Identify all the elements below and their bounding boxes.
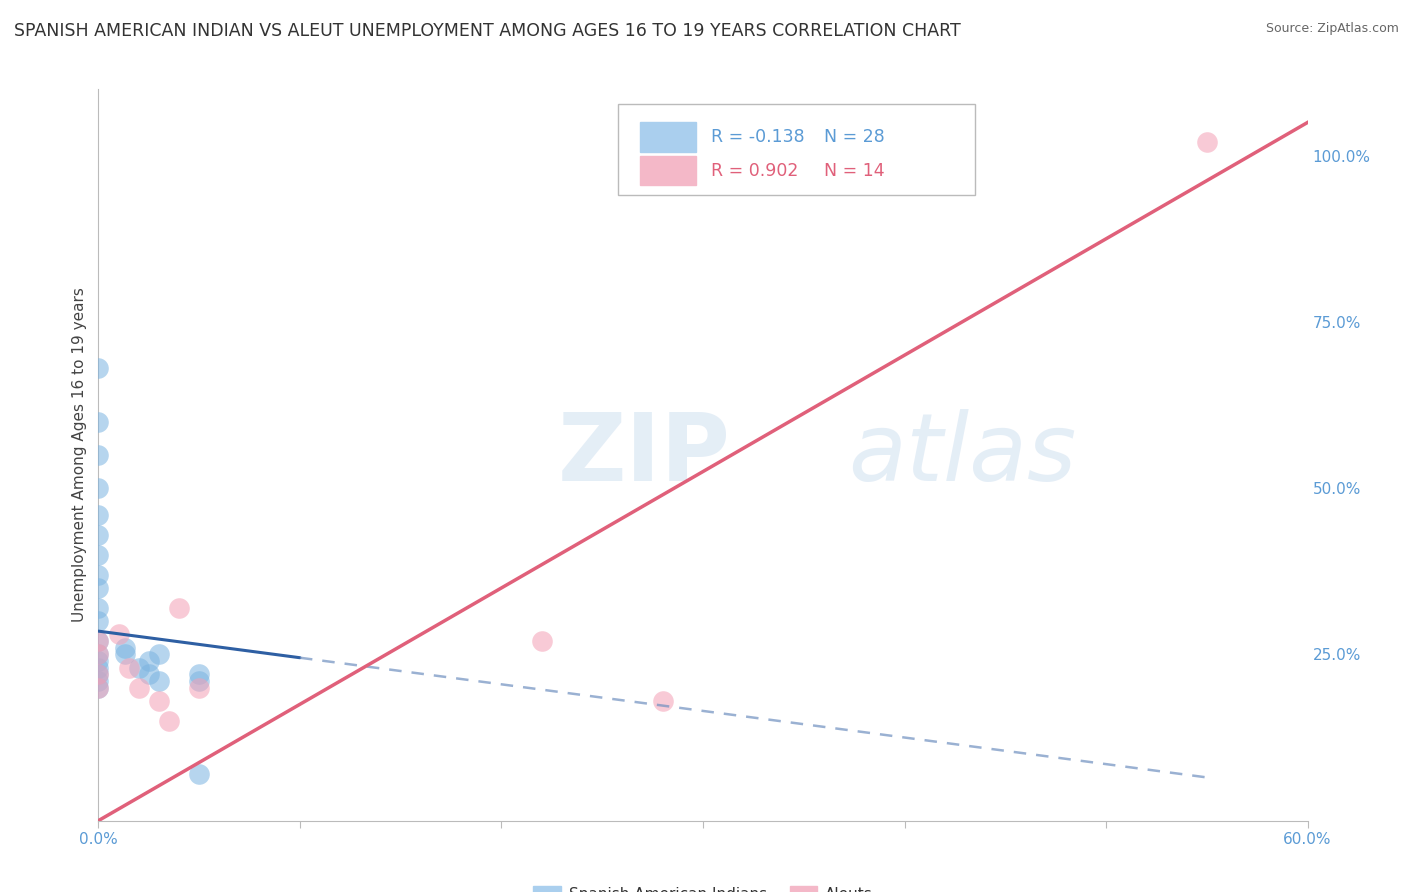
Point (87, 548, 110, 562)
Text: Source: ZipAtlas.com: Source: ZipAtlas.com (1265, 22, 1399, 36)
Point (148, 694, 170, 708)
FancyBboxPatch shape (640, 122, 696, 152)
Point (167, 600, 190, 615)
Point (118, 661, 141, 675)
Point (87, 567, 110, 582)
Text: R = 0.902: R = 0.902 (711, 161, 799, 179)
Point (87, 681, 110, 695)
Point (87, 661, 110, 675)
Point (87, 667, 110, 681)
Point (87, 654, 110, 668)
Point (87, 681, 110, 695)
Point (87, 508, 110, 522)
Point (188, 673, 211, 688)
Point (148, 673, 170, 688)
FancyBboxPatch shape (640, 156, 696, 186)
Point (148, 648, 170, 662)
Point (87, 361, 110, 376)
Point (128, 661, 150, 675)
Point (87, 581, 110, 595)
Point (87, 634, 110, 648)
Text: SPANISH AMERICAN INDIAN VS ALEUT UNEMPLOYMENT AMONG AGES 16 TO 19 YEARS CORRELAT: SPANISH AMERICAN INDIAN VS ALEUT UNEMPLO… (14, 22, 960, 40)
Text: atlas: atlas (848, 409, 1077, 500)
Point (87, 648, 110, 662)
Point (138, 654, 160, 668)
Point (1195, 136, 1218, 150)
Text: N = 28: N = 28 (824, 128, 884, 146)
Point (138, 667, 160, 681)
Point (87, 448, 110, 462)
Text: N = 14: N = 14 (824, 161, 884, 179)
Point (87, 415, 110, 429)
Point (107, 627, 129, 641)
Y-axis label: Unemployment Among Ages 16 to 19 years: Unemployment Among Ages 16 to 19 years (72, 287, 87, 623)
Point (87, 527, 110, 541)
Point (87, 614, 110, 628)
Text: ZIP: ZIP (558, 409, 731, 501)
Point (87, 481, 110, 495)
Point (128, 681, 150, 695)
Point (188, 667, 211, 681)
Point (87, 634, 110, 648)
Point (87, 648, 110, 662)
Point (188, 681, 211, 695)
Legend: Spanish American Indians, Aleuts: Spanish American Indians, Aleuts (527, 880, 879, 892)
Point (114, 648, 136, 662)
Point (87, 667, 110, 681)
Point (651, 694, 673, 708)
Point (87, 673, 110, 688)
FancyBboxPatch shape (619, 103, 976, 195)
Point (114, 640, 136, 655)
Point (188, 767, 211, 781)
Point (157, 714, 180, 728)
Point (87, 600, 110, 615)
Text: R = -0.138: R = -0.138 (711, 128, 806, 146)
Point (530, 634, 553, 648)
